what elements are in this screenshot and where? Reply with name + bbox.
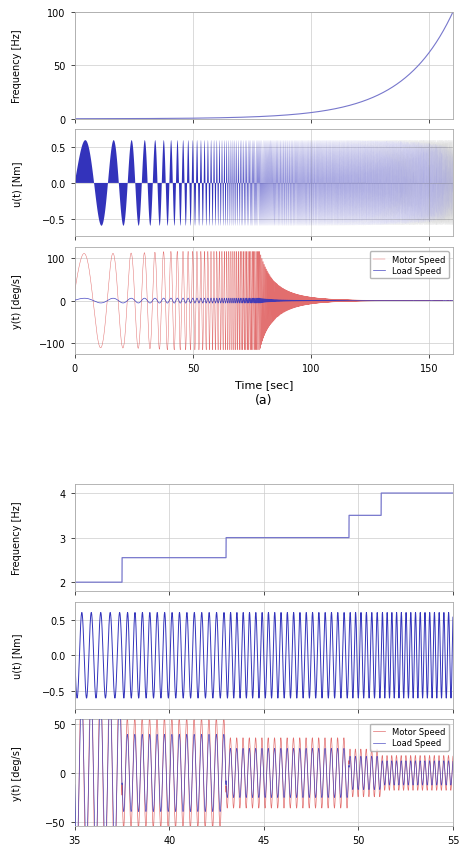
- Y-axis label: y(t) [deg/s]: y(t) [deg/s]: [12, 273, 22, 329]
- Motor Speed: [215, 345, 221, 355]
- Motor Speed: [248, 247, 254, 257]
- Motor Speed: [209, 287, 214, 297]
- Load Speed: [132, 296, 137, 306]
- Motor Speed: [343, 775, 348, 786]
- Load Speed: [175, 294, 180, 304]
- Motor Speed: [72, 287, 78, 297]
- Motor Speed: [146, 337, 152, 348]
- Motor Speed: [247, 330, 253, 340]
- Motor Speed: [271, 751, 276, 761]
- Y-axis label: y(t) [deg/s]: y(t) [deg/s]: [12, 746, 22, 800]
- Motor Speed: [116, 671, 121, 682]
- Y-axis label: Frequency [Hz]: Frequency [Hz]: [12, 501, 22, 575]
- Line: Load Speed: Load Speed: [75, 695, 453, 851]
- Text: (a): (a): [255, 393, 273, 406]
- Motor Speed: [381, 769, 386, 780]
- Load Speed: [343, 772, 348, 782]
- Load Speed: [275, 792, 281, 802]
- Load Speed: [162, 295, 168, 305]
- Motor Speed: [450, 296, 456, 307]
- Load Speed: [146, 298, 152, 308]
- Load Speed: [72, 780, 78, 790]
- X-axis label: Time [sec]: Time [sec]: [235, 851, 293, 852]
- Load Speed: [79, 690, 85, 700]
- Line: Load Speed: Load Speed: [75, 299, 453, 303]
- Motor Speed: [450, 751, 456, 762]
- Line: Motor Speed: Motor Speed: [75, 252, 453, 350]
- Load Speed: [271, 757, 276, 768]
- Motor Speed: [423, 752, 428, 763]
- Load Speed: [116, 703, 121, 713]
- Motor Speed: [134, 328, 139, 338]
- Y-axis label: Frequency [Hz]: Frequency [Hz]: [12, 30, 22, 103]
- Load Speed: [247, 297, 253, 308]
- Load Speed: [72, 296, 78, 306]
- Load Speed: [450, 296, 456, 307]
- Motor Speed: [72, 790, 78, 800]
- Load Speed: [134, 297, 139, 308]
- Load Speed: [209, 296, 214, 306]
- Motor Speed: [132, 294, 137, 304]
- Legend: Motor Speed, Load Speed: Motor Speed, Load Speed: [369, 252, 449, 279]
- Motor Speed: [275, 802, 281, 812]
- Line: Motor Speed: Motor Speed: [75, 661, 453, 852]
- Load Speed: [164, 298, 170, 308]
- Load Speed: [450, 757, 456, 767]
- Legend: Motor Speed, Load Speed: Motor Speed, Load Speed: [369, 723, 449, 751]
- Y-axis label: u(t) [Nm]: u(t) [Nm]: [12, 633, 22, 678]
- Y-axis label: u(t) [Nm]: u(t) [Nm]: [12, 161, 22, 206]
- Motor Speed: [79, 656, 85, 666]
- Load Speed: [423, 757, 428, 767]
- Load Speed: [381, 769, 386, 779]
- Load Speed: [74, 846, 80, 852]
- Motor Speed: [162, 270, 168, 280]
- X-axis label: Time [sec]: Time [sec]: [235, 379, 293, 389]
